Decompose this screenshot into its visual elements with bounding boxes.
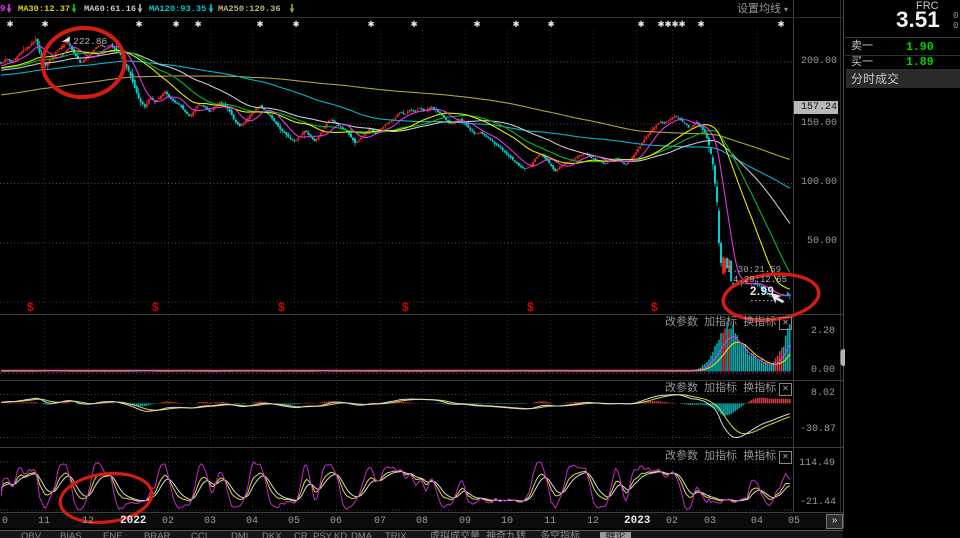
svg-text:✱: ✱: [777, 19, 784, 29]
svg-text:$: $: [278, 300, 285, 314]
svg-text:✱: ✱: [135, 19, 142, 29]
svg-text:$: $: [152, 300, 159, 314]
svg-text:✱: ✱: [697, 19, 704, 29]
svg-text:✱: ✱: [292, 19, 299, 29]
svg-text:✱: ✱: [547, 19, 554, 29]
svg-text:✱: ✱: [410, 19, 417, 29]
svg-text:✱: ✱: [172, 19, 179, 29]
svg-text:$: $: [27, 300, 34, 314]
svg-text:$: $: [651, 300, 658, 314]
svg-text:✱: ✱: [473, 19, 480, 29]
svg-text:✱: ✱: [637, 19, 644, 29]
svg-text:✱: ✱: [512, 19, 519, 29]
svg-text:$: $: [402, 300, 409, 314]
svg-text:✱: ✱: [194, 19, 201, 29]
svg-text:✱: ✱: [256, 19, 263, 29]
svg-text:✱: ✱: [678, 19, 685, 29]
svg-text:✱: ✱: [41, 19, 48, 29]
svg-text:✱: ✱: [367, 19, 374, 29]
svg-text:$: $: [527, 300, 534, 314]
svg-text:✱: ✱: [6, 19, 13, 29]
svg-text:✱: ✱: [671, 19, 678, 29]
svg-text:✱: ✱: [657, 19, 664, 29]
svg-text:✱: ✱: [664, 19, 671, 29]
